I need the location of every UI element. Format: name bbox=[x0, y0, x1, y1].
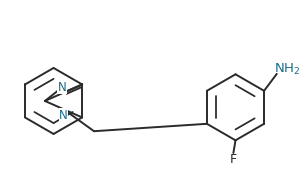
Text: NH$_2$: NH$_2$ bbox=[274, 62, 300, 77]
Text: N: N bbox=[59, 109, 68, 122]
Text: F: F bbox=[230, 153, 237, 166]
Text: N: N bbox=[58, 81, 66, 94]
